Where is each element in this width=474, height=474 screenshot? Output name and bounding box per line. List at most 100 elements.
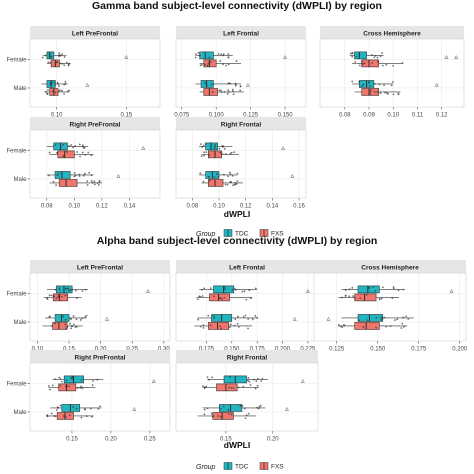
x-tick-label: 0.30 [158, 347, 170, 353]
data-point [64, 323, 67, 326]
x-tick-label: 0.25 [126, 347, 138, 353]
data-point [199, 143, 202, 146]
x-tick-label: 0.12 [436, 113, 448, 119]
x-tick-label: 0.10 [387, 113, 399, 119]
data-point [233, 151, 236, 154]
data-point [78, 173, 81, 176]
data-point [376, 91, 379, 93]
data-point [247, 412, 250, 415]
data-point [213, 147, 216, 149]
data-point [203, 151, 206, 154]
data-point [206, 64, 209, 67]
data-point [194, 56, 197, 59]
outlier-point [326, 316, 331, 321]
data-point [244, 314, 247, 317]
x-tick-label: 0.12 [240, 204, 252, 210]
data-point [76, 387, 79, 390]
data-point [251, 318, 254, 321]
outlier-point [151, 379, 156, 383]
data-point [68, 145, 70, 148]
data-point [208, 154, 211, 156]
data-point [56, 60, 58, 63]
panel-plot-area [175, 272, 319, 342]
data-point [197, 318, 200, 321]
data-point [371, 54, 373, 56]
data-point [397, 92, 400, 95]
data-point [61, 53, 63, 56]
data-point [58, 85, 60, 87]
data-point [354, 61, 357, 63]
data-point [197, 52, 200, 54]
data-point [48, 53, 51, 55]
data-point [379, 55, 382, 58]
data-point [222, 54, 225, 57]
data-point [207, 62, 210, 65]
panel-plot-area [319, 38, 465, 108]
data-point [230, 413, 233, 416]
data-point [344, 289, 347, 291]
y-tick-label: Male [13, 177, 27, 183]
data-point [57, 172, 60, 175]
data-point [209, 61, 212, 63]
data-point [68, 89, 71, 92]
data-point [79, 319, 82, 321]
data-point [227, 175, 230, 178]
data-point [372, 286, 375, 288]
data-point [379, 92, 382, 94]
y-tick-label: Female [6, 292, 27, 298]
box-fxs [208, 322, 230, 330]
data-point [397, 289, 400, 292]
outlier-point [141, 146, 146, 150]
data-point [392, 93, 395, 96]
data-point [46, 93, 49, 95]
data-point [339, 325, 342, 328]
data-point [351, 55, 354, 58]
x-tick-label: 0.125 [243, 113, 259, 119]
data-point [392, 64, 395, 67]
y-tick-label: Male [13, 410, 27, 416]
data-point [228, 171, 231, 174]
data-point [385, 63, 388, 66]
data-point [75, 407, 78, 410]
data-point [61, 89, 63, 92]
data-point [380, 316, 382, 319]
data-point [57, 83, 60, 85]
data-point [215, 173, 218, 175]
data-point [368, 81, 370, 83]
data-point [70, 144, 73, 146]
legend-label: TDC [235, 231, 249, 238]
data-point [81, 145, 84, 148]
panel-title: Left Frontal [223, 31, 259, 38]
box-fxs [361, 59, 379, 68]
data-point [199, 325, 202, 328]
data-point [241, 405, 244, 407]
data-point [75, 325, 78, 328]
data-point [214, 144, 216, 146]
y-tick-label: Female [6, 58, 27, 64]
data-point [250, 297, 252, 300]
data-point [72, 315, 75, 317]
data-point [369, 84, 371, 87]
data-point [91, 384, 94, 387]
data-point [54, 91, 57, 94]
data-point [83, 172, 86, 175]
data-point [212, 415, 215, 417]
data-point [259, 404, 262, 407]
x-tick-label: 0.150 [278, 113, 294, 119]
data-point [88, 171, 91, 174]
outlier-point [245, 82, 250, 87]
data-point [219, 60, 222, 62]
data-point [47, 88, 49, 91]
data-point [377, 60, 379, 63]
data-point [49, 388, 51, 391]
data-point [225, 64, 227, 67]
data-point [59, 54, 62, 57]
legend-label: TDC [235, 464, 249, 471]
box-tdc [205, 142, 218, 151]
data-point [65, 327, 67, 330]
data-point [207, 175, 210, 178]
data-point [90, 180, 93, 182]
data-point [348, 288, 351, 291]
data-point [370, 88, 372, 91]
data-point [247, 377, 250, 379]
